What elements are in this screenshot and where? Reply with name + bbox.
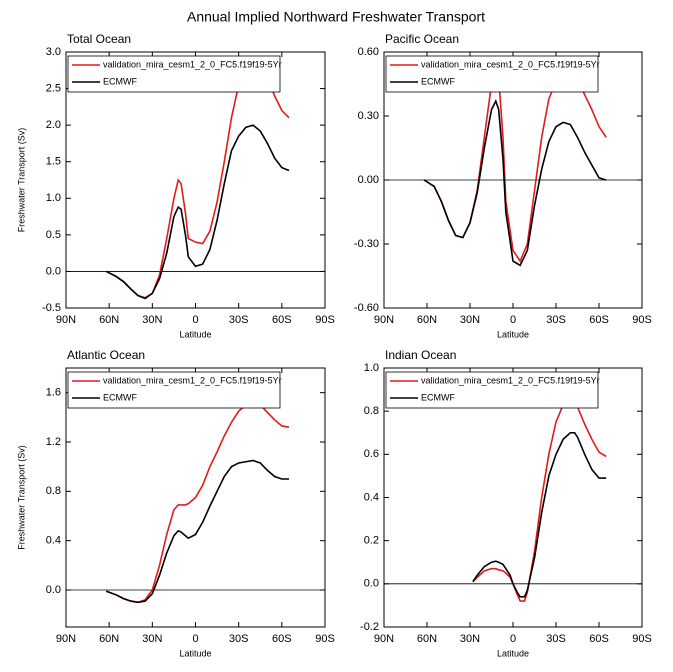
legend-label: ECMWF <box>421 392 455 402</box>
y-axis-label: Freshwater Transport (Sv) <box>16 445 26 550</box>
y-tick-label: -0.30 <box>354 238 379 250</box>
x-tick-label: 0 <box>510 633 516 645</box>
legend-label: validation_mira_cesm1_2_0_FC5.f19f19-5Yr <box>421 59 600 69</box>
legend-label: validation_mira_cesm1_2_0_FC5.f19f19-5Yr <box>421 375 600 385</box>
data-line <box>423 66 607 263</box>
legend-box <box>67 55 281 93</box>
y-tick-label: 0.30 <box>358 110 379 122</box>
y-tick-label: -0.5 <box>42 302 61 314</box>
x-tick-label: 60S <box>272 633 292 645</box>
y-axis-label: Freshwater Transport (Sv) <box>16 128 26 233</box>
y-tick-label: 0.5 <box>46 229 61 241</box>
x-axis-label: Latitude <box>497 648 529 658</box>
x-tick-label: 30S <box>229 314 249 326</box>
y-tick-label: 2.0 <box>46 119 61 131</box>
x-tick-label: 30S <box>546 633 566 645</box>
y-tick-label: 0.4 <box>364 491 379 503</box>
data-line <box>423 98 607 267</box>
data-line <box>472 397 607 602</box>
x-axis-label: Latitude <box>179 648 211 658</box>
y-tick-label: 0.4 <box>46 535 61 547</box>
y-tick-label: 1.6 <box>46 387 61 399</box>
y-tick-label: 1.0 <box>46 192 61 204</box>
legend-label: ECMWF <box>103 76 137 86</box>
x-tick-label: 90S <box>632 314 652 326</box>
data-line <box>105 59 290 299</box>
y-tick-label: 0.8 <box>46 485 61 497</box>
x-axis-label: Latitude <box>179 329 211 339</box>
y-tick-label: 1.0 <box>364 362 379 374</box>
y-tick-label: 1.2 <box>46 436 61 448</box>
data-line <box>106 401 290 604</box>
x-axis-label: Latitude <box>497 329 529 339</box>
data-line <box>106 459 290 604</box>
x-tick-label: 90S <box>315 314 335 326</box>
x-tick-label: 30N <box>460 633 480 645</box>
x-tick-label: 60N <box>417 633 437 645</box>
legend-box <box>67 371 281 409</box>
y-tick-label: 0.0 <box>46 265 61 277</box>
x-tick-label: 90N <box>56 633 76 645</box>
legend-label: validation_mira_cesm1_2_0_FC5.f19f19-5Yr <box>103 59 282 69</box>
x-tick-label: 30N <box>460 314 480 326</box>
y-tick-label: 0.00 <box>358 174 379 186</box>
legend-box <box>385 55 599 93</box>
x-tick-label: 30N <box>142 314 162 326</box>
x-tick-label: 90S <box>315 633 335 645</box>
data-line <box>105 124 290 300</box>
x-tick-label: 60N <box>99 633 119 645</box>
y-tick-label: 0.60 <box>358 46 379 58</box>
panel-title: Pacific Ocean <box>385 32 459 46</box>
legend-label: ECMWF <box>103 392 137 402</box>
x-tick-label: 60S <box>589 314 609 326</box>
figure-title: Annual Implied Northward Freshwater Tran… <box>187 9 485 25</box>
panel-title: Total Ocean <box>67 32 131 46</box>
y-tick-label: -0.60 <box>354 302 379 314</box>
x-tick-label: 90S <box>632 633 652 645</box>
legend-box <box>385 371 599 409</box>
x-tick-label: 60S <box>589 633 609 645</box>
data-line <box>472 431 607 598</box>
x-tick-label: 90N <box>374 633 394 645</box>
x-tick-label: 90N <box>56 314 76 326</box>
y-tick-label: 2.5 <box>46 82 61 94</box>
x-tick-label: 0 <box>510 314 516 326</box>
y-tick-label: 0.8 <box>364 405 379 417</box>
x-tick-label: 60S <box>272 314 292 326</box>
y-tick-label: 0.6 <box>364 448 379 460</box>
panel-title: Indian Ocean <box>385 348 456 362</box>
x-tick-label: 0 <box>192 314 198 326</box>
y-tick-label: 0.0 <box>364 578 379 590</box>
x-tick-label: 60N <box>99 314 119 326</box>
y-tick-label: 0.2 <box>364 535 379 547</box>
y-tick-label: 0.0 <box>46 584 61 596</box>
x-tick-label: 0 <box>192 633 198 645</box>
x-tick-label: 30S <box>229 633 249 645</box>
x-tick-label: 90N <box>374 314 394 326</box>
y-tick-label: 1.5 <box>46 156 61 168</box>
x-tick-label: 30S <box>546 314 566 326</box>
panel-title: Atlantic Ocean <box>67 348 145 362</box>
legend-label: ECMWF <box>421 76 455 86</box>
y-tick-label: 3.0 <box>46 46 61 58</box>
x-tick-label: 60N <box>417 314 437 326</box>
x-tick-label: 30N <box>142 633 162 645</box>
y-tick-label: -0.2 <box>360 621 379 633</box>
legend-label: validation_mira_cesm1_2_0_FC5.f19f19-5Yr <box>103 375 282 385</box>
